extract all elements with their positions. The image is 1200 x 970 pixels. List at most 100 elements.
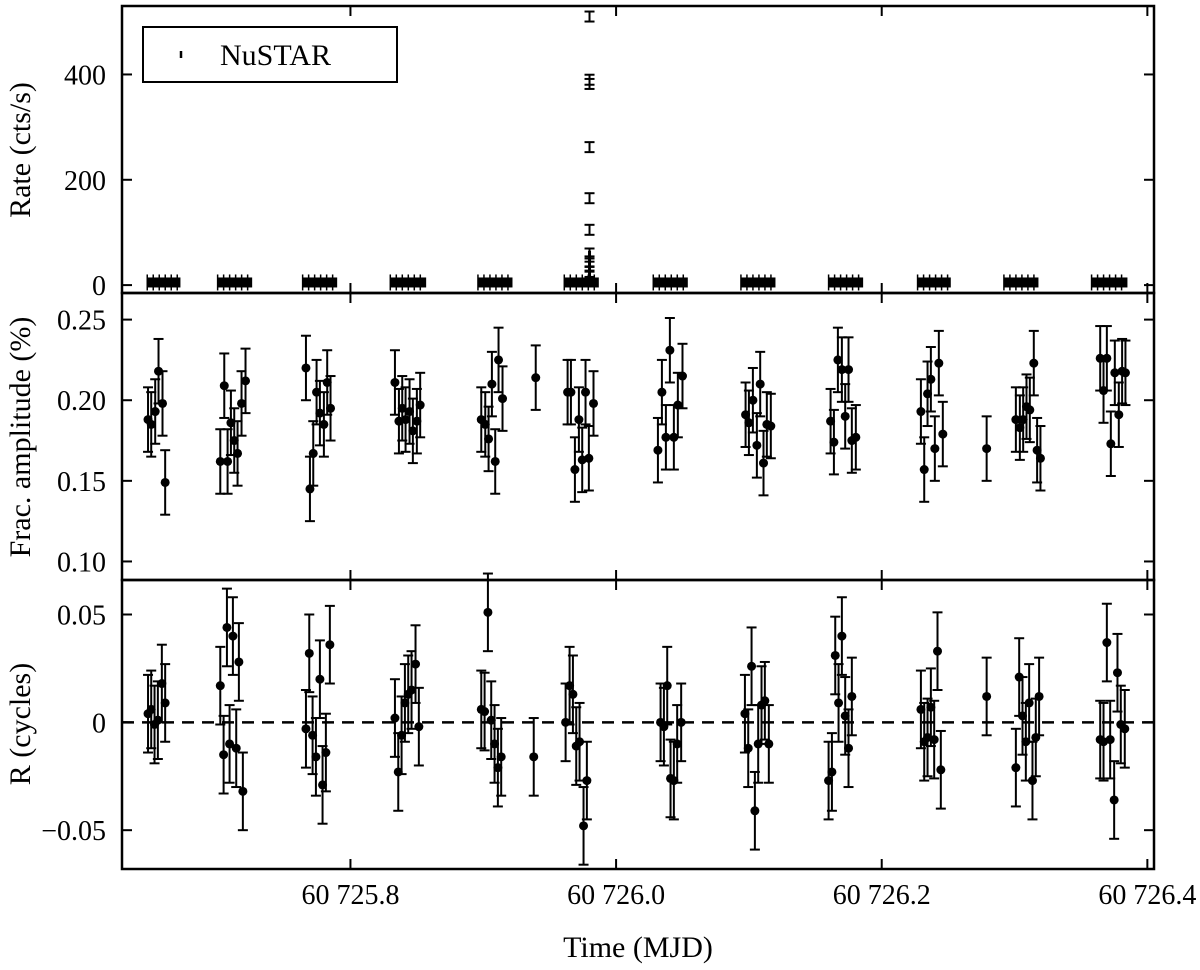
residual-point <box>747 661 757 671</box>
frac-ytick-label: 0.20 <box>57 386 106 417</box>
residual-point <box>231 743 241 753</box>
frac-point <box>657 387 667 397</box>
residual-y-axis-label: R (cycles) <box>4 663 37 785</box>
frac-point <box>490 456 500 466</box>
residual-point <box>1027 776 1037 786</box>
residual-point <box>1034 691 1044 701</box>
residual-point <box>936 765 946 775</box>
residual-y-ticks: −0.05 0 0.05 <box>41 601 1154 847</box>
frac-point <box>415 400 425 410</box>
frac-point <box>1035 453 1045 463</box>
frac-point <box>531 373 541 383</box>
frac-point <box>487 379 497 389</box>
rate-segment <box>917 277 951 288</box>
frac-point <box>661 432 671 442</box>
residual-point <box>579 821 589 831</box>
frac-point <box>150 407 160 417</box>
frac-point <box>748 395 758 405</box>
residual-point <box>575 737 585 747</box>
residual-point <box>933 646 943 656</box>
residual-point <box>1011 763 1021 773</box>
residual-point <box>827 767 837 777</box>
rate-segment <box>147 277 181 288</box>
frac-point <box>397 403 407 413</box>
residual-point <box>496 752 506 762</box>
frac-point <box>484 434 494 444</box>
residual-point <box>486 715 496 725</box>
frac-point <box>759 458 769 468</box>
residual-point <box>225 739 235 749</box>
frac-point <box>581 387 591 397</box>
frac-point <box>829 437 839 447</box>
residual-point <box>311 752 321 762</box>
frac-point <box>319 419 329 429</box>
residual-point <box>234 657 244 667</box>
frac-point <box>851 432 861 442</box>
frac-point <box>498 394 508 404</box>
residual-point <box>676 717 686 727</box>
residual-point <box>847 691 857 701</box>
frac-point <box>665 345 675 355</box>
residual-point <box>490 739 500 749</box>
residual-point <box>483 607 493 617</box>
frac-point <box>938 429 948 439</box>
frac-point <box>160 477 170 487</box>
residual-ytick-label: −0.05 <box>41 816 106 847</box>
frac-point <box>326 403 336 413</box>
residual-point <box>1109 795 1119 805</box>
residual-point <box>750 806 760 816</box>
frac-point <box>408 426 418 436</box>
panel-rate: 0 200 400 NuSTAR Rate (cts/s) <box>4 4 1156 302</box>
frac-data-marks <box>143 316 1131 523</box>
residual-point <box>840 711 850 721</box>
frac-point <box>1011 415 1021 425</box>
residual-point <box>146 704 156 714</box>
residual-point <box>830 650 840 660</box>
frac-point <box>589 398 599 408</box>
x-axis-label: Time (MJD) <box>563 931 713 964</box>
residual-point <box>400 698 410 708</box>
frac-point <box>574 415 584 425</box>
panel-residual-frame <box>120 578 1156 871</box>
legend-box <box>142 26 398 83</box>
residual-point <box>982 691 992 701</box>
residual-point <box>219 750 229 760</box>
residual-point <box>1024 698 1034 708</box>
frac-point <box>653 445 663 455</box>
residual-point <box>844 743 854 753</box>
frac-point <box>1102 353 1112 363</box>
frac-point <box>1032 445 1042 455</box>
frac-point <box>744 418 754 428</box>
residual-point <box>916 704 926 714</box>
frac-point <box>923 389 933 399</box>
residual-point <box>414 722 424 732</box>
frac-point <box>1110 368 1120 378</box>
residual-point <box>662 681 672 691</box>
frac-point <box>930 444 940 454</box>
frac-ytick-label: 0.10 <box>57 547 106 578</box>
residual-point <box>321 748 331 758</box>
residual-point <box>1102 638 1112 648</box>
frac-point <box>1029 358 1039 368</box>
residual-point <box>315 674 325 684</box>
residual-point <box>743 743 753 753</box>
frac-point <box>934 358 944 368</box>
residual-ytick-label: 0.05 <box>57 601 106 632</box>
frac-point <box>1015 423 1025 433</box>
residual-point <box>215 681 225 691</box>
frac-point <box>219 381 229 391</box>
x-ticks: 60 725.8 60 726.0 60 726.2 60 726.4 <box>301 6 1196 911</box>
residual-point <box>222 622 232 632</box>
residual-point <box>764 739 774 749</box>
frac-point <box>833 355 843 365</box>
residual-point <box>390 713 400 723</box>
frac-point <box>401 415 411 425</box>
frac-point <box>1025 405 1035 415</box>
frac-ytick-label: 0.15 <box>57 467 106 498</box>
residual-point <box>926 702 936 712</box>
frac-point <box>1120 368 1130 378</box>
panel-frac-frame <box>120 291 1156 582</box>
rate-y-ticks: 0 200 400 <box>64 60 1154 302</box>
frac-point <box>766 421 776 431</box>
